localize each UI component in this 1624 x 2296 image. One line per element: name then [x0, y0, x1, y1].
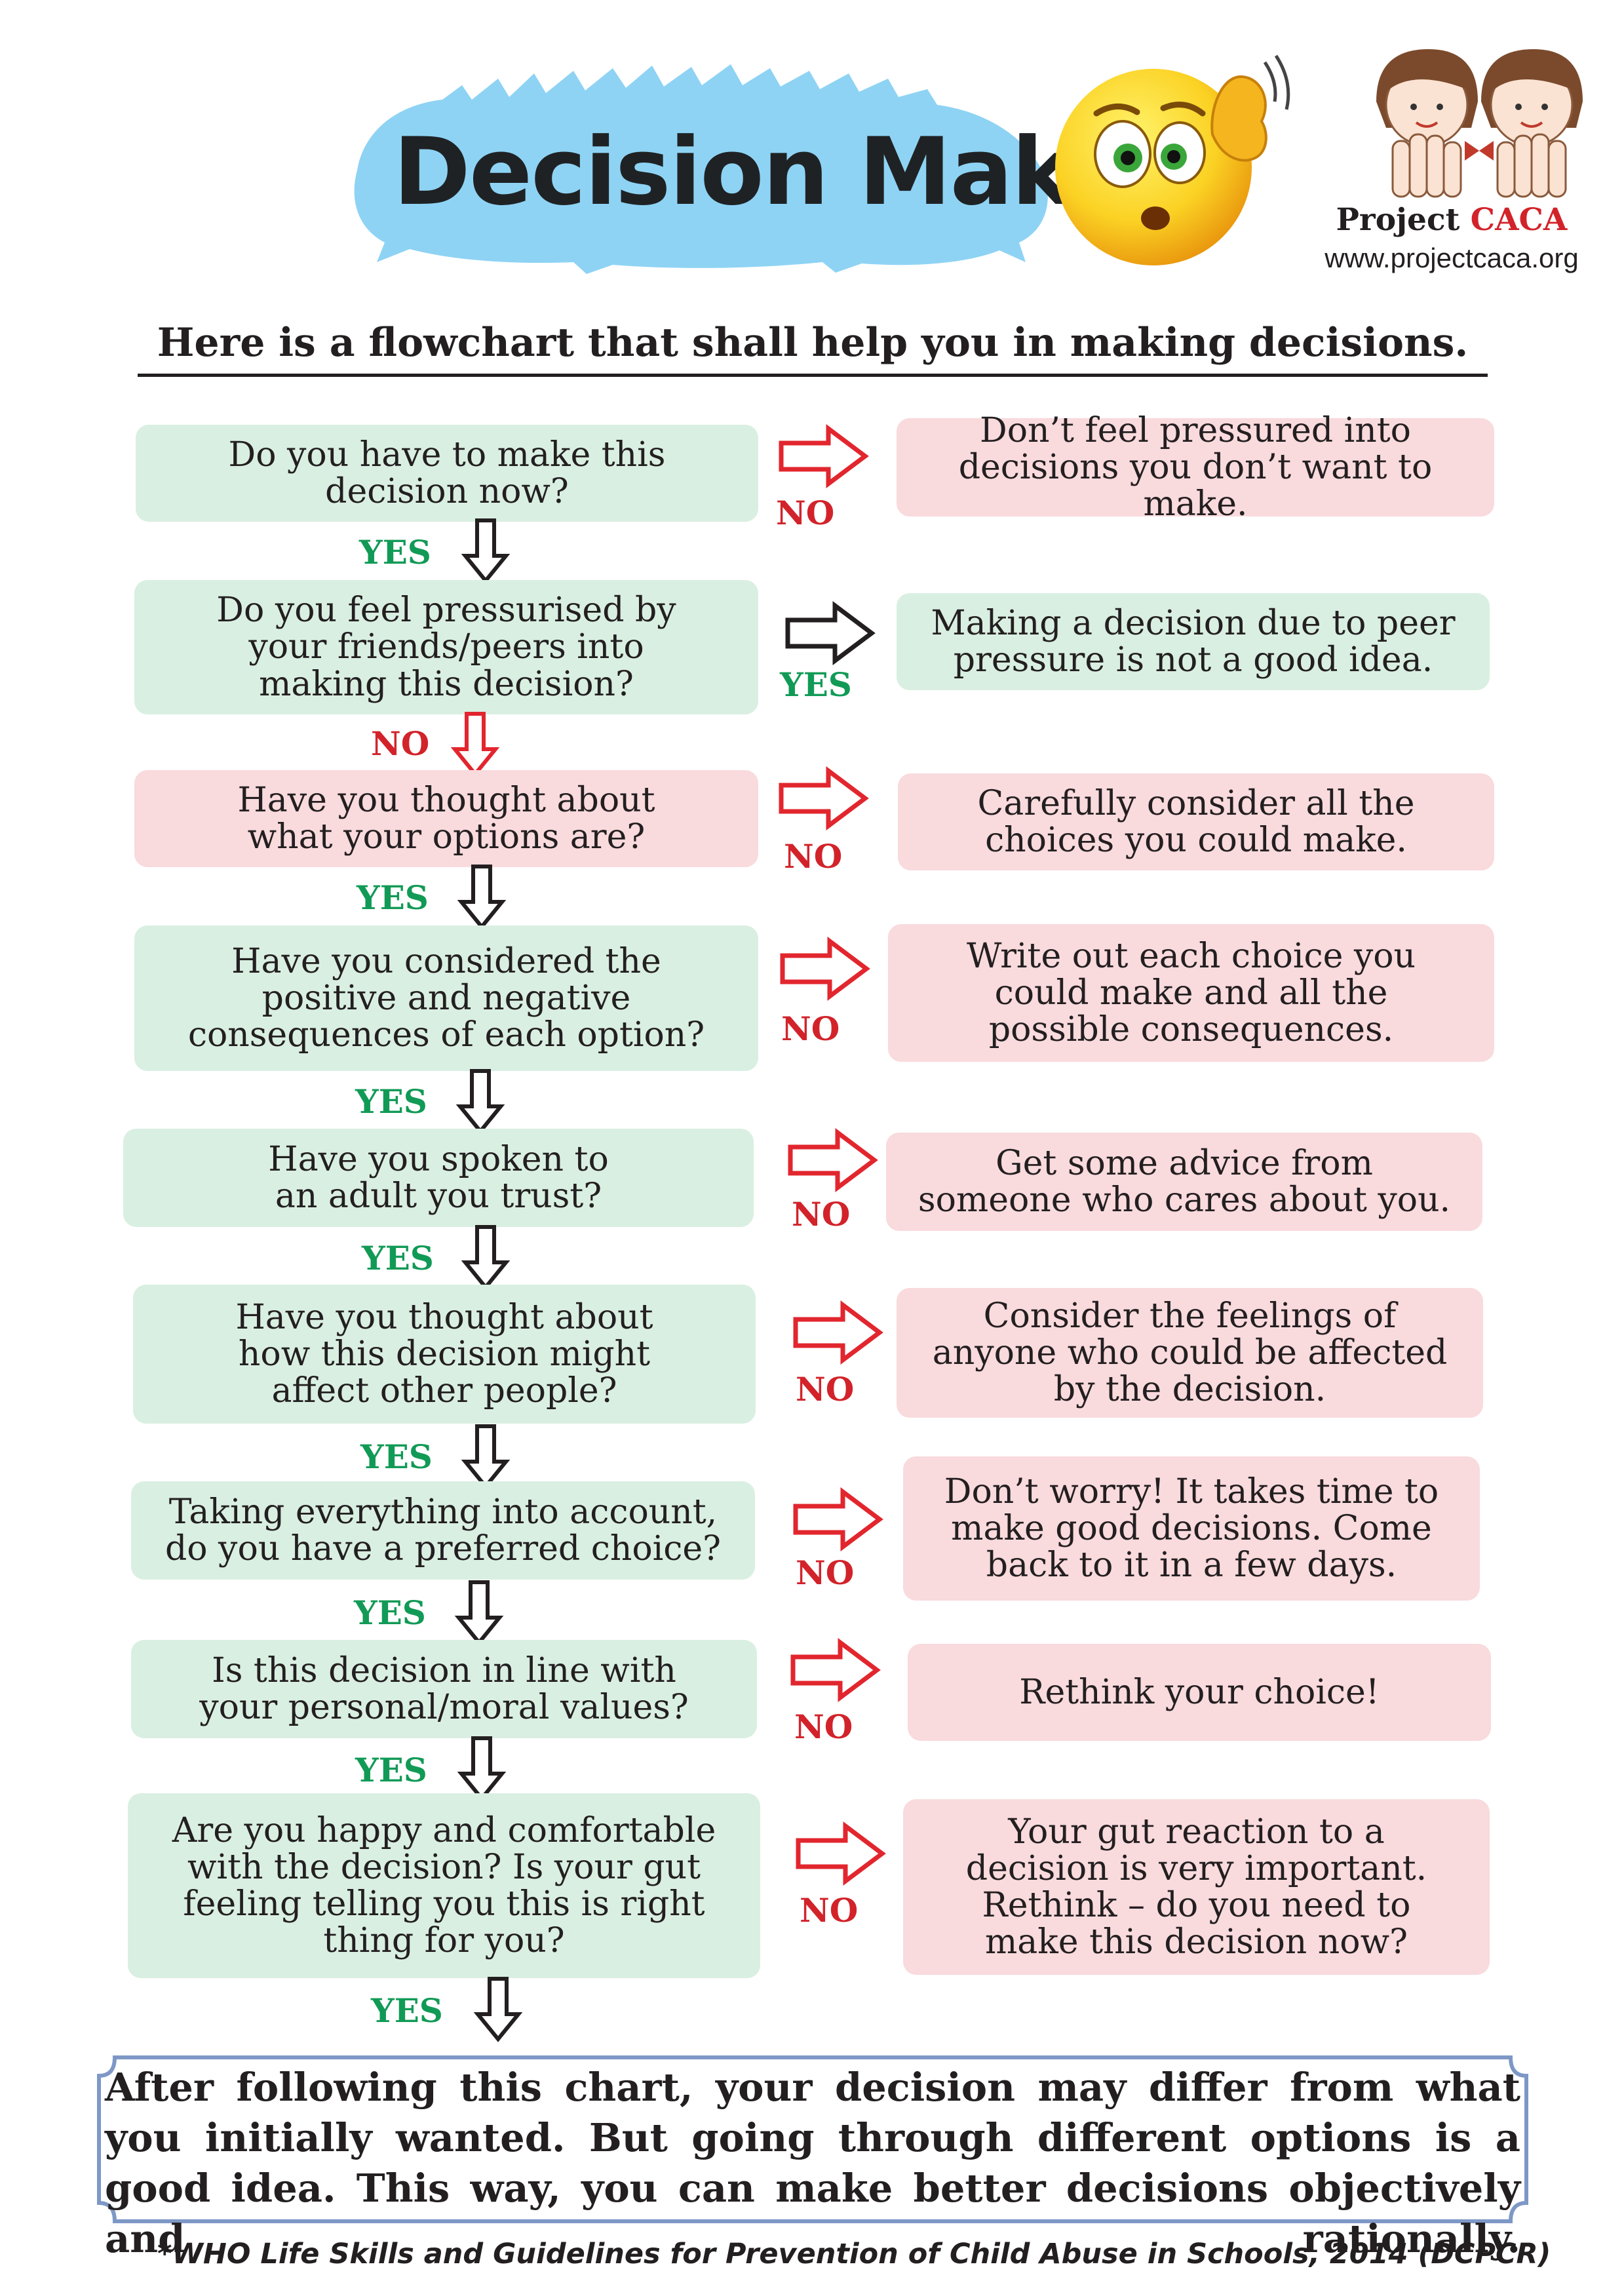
- confused-emoji-icon: [1055, 54, 1290, 265]
- question-box: Have you considered the positive and neg…: [134, 925, 758, 1071]
- branch-label: NO: [776, 494, 835, 532]
- right-arrow-icon: [796, 1821, 886, 1886]
- source-footnote: *WHO Life Skills and Guidelines for Prev…: [157, 2238, 1551, 2270]
- advice-box: Don’t feel pressured into decisions you …: [897, 412, 1494, 522]
- subtitle-underline: [138, 374, 1488, 377]
- advice-box: Get some advice from someone who cares a…: [886, 1133, 1482, 1231]
- down-arrow-icon: [455, 1069, 505, 1135]
- right-arrow-icon: [793, 1487, 883, 1551]
- question-box: Is this decision in line with your perso…: [131, 1640, 757, 1738]
- conclusion-frame: [97, 2055, 1528, 2223]
- advice-box: Write out each choice you could make and…: [888, 924, 1494, 1062]
- next-label: YES: [355, 1751, 427, 1789]
- advice-box: Making a decision due to peer pressure i…: [897, 593, 1490, 690]
- question-box: Have you thought about what your options…: [134, 770, 758, 867]
- logo-name: Project CACA: [1307, 202, 1596, 238]
- advice-box: Don’t worry! It takes time to make good …: [903, 1456, 1480, 1601]
- down-arrow-icon: [461, 1424, 511, 1490]
- page-title: Decision Making: [393, 118, 1234, 226]
- branch-label: YES: [780, 665, 852, 704]
- question-box: Have you spoken to an adult you trust?: [123, 1129, 754, 1227]
- logo-url: www.projectcaca.org: [1324, 243, 1579, 273]
- next-label: YES: [357, 878, 429, 917]
- down-arrow-icon: [454, 1580, 504, 1646]
- down-arrow-icon: [473, 1977, 523, 2042]
- next-label: YES: [354, 1593, 426, 1632]
- project-caca-logo-icon: [1376, 49, 1583, 198]
- right-arrow-icon: [785, 601, 876, 665]
- branch-label: NO: [792, 1195, 851, 1234]
- branch-label: NO: [796, 1370, 855, 1409]
- next-label: YES: [355, 1082, 427, 1121]
- next-label: YES: [362, 1239, 434, 1277]
- title-splash-background: [354, 64, 1048, 274]
- right-arrow-icon: [793, 1300, 883, 1365]
- question-box: Do you feel pressurised by your friends/…: [134, 580, 758, 714]
- branch-label: NO: [794, 1707, 853, 1746]
- right-arrow-icon: [779, 424, 869, 488]
- down-arrow-icon: [461, 518, 511, 584]
- next-label: NO: [371, 724, 430, 763]
- down-arrow-icon: [457, 1736, 507, 1802]
- right-arrow-icon: [779, 766, 869, 830]
- branch-label: NO: [800, 1891, 859, 1930]
- branch-label: NO: [796, 1553, 855, 1592]
- advice-box: Rethink your choice!: [908, 1644, 1491, 1741]
- right-arrow-icon: [788, 1128, 878, 1192]
- question-box: Have you thought about how this decision…: [133, 1285, 756, 1424]
- advice-box: Your gut reaction to a decision is very …: [903, 1799, 1490, 1975]
- next-label: YES: [371, 1991, 443, 2030]
- right-arrow-icon: [780, 937, 870, 1001]
- down-arrow-icon: [461, 1225, 511, 1291]
- next-label: YES: [359, 533, 431, 572]
- right-arrow-icon: [790, 1638, 881, 1702]
- question-box: Taking everything into account, do you h…: [131, 1481, 755, 1580]
- question-box: Do you have to make this decision now?: [136, 425, 758, 522]
- advice-box: Carefully consider all the choices you c…: [898, 773, 1494, 870]
- next-label: YES: [360, 1437, 433, 1476]
- question-box: Are you happy and comfortable with the d…: [128, 1793, 760, 1978]
- branch-label: NO: [784, 837, 843, 876]
- logo-name-prefix: Project: [1336, 202, 1471, 238]
- down-arrow-icon: [457, 865, 507, 930]
- conclusion-text: After following this chart, your decisio…: [105, 2065, 1520, 2261]
- logo-name-highlight: CACA: [1470, 202, 1568, 238]
- advice-box: Consider the feelings of anyone who coul…: [897, 1288, 1483, 1418]
- down-arrow-icon: [450, 712, 500, 777]
- branch-label: NO: [781, 1009, 840, 1048]
- page-subtitle: Here is a flowchart that shall help you …: [157, 320, 1469, 366]
